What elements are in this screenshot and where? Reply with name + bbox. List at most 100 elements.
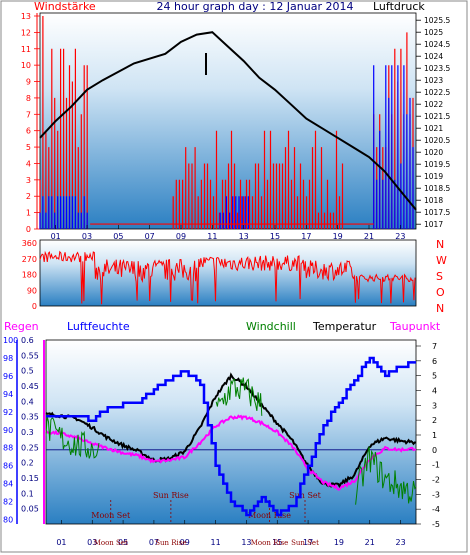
compass-label: S: [436, 270, 443, 283]
event-label: Sun Rise: [155, 539, 186, 547]
wind-bars: [373, 65, 414, 229]
event-label: Moon Set: [91, 511, 131, 520]
x-tick-label: 07: [145, 232, 155, 241]
direction-tick-label: 360: [22, 239, 37, 248]
temperature-tick-label: -5: [432, 520, 440, 529]
temperature-tick-label: 3: [432, 401, 437, 410]
pressure-tick-label: 1017.5: [424, 208, 450, 217]
temperature-tick-label: -4: [432, 505, 440, 514]
x-tick-label: 09: [176, 232, 186, 241]
temperature-tick-label: -2: [432, 476, 440, 485]
humidity-tick-label: 82: [3, 498, 13, 507]
wind-tick-label: 9: [26, 78, 31, 87]
dewpoint-label: Taupunkt: [389, 320, 441, 333]
wind-bars: [39, 16, 88, 229]
wind-tick-label: 1: [26, 209, 31, 218]
humidity-tick-label: 86: [3, 462, 13, 471]
pressure-tick-label: 1017: [424, 220, 443, 229]
temperature-line: [45, 372, 417, 489]
humidity-tick-label: 88: [3, 444, 13, 453]
wind-tick-label: 3: [26, 176, 31, 185]
event-label: Sun Set: [291, 539, 319, 547]
temperature-tick-label: 7: [432, 342, 437, 351]
wind-tick-label: 10: [21, 61, 31, 70]
pressure-tick-label: 1022: [424, 100, 443, 109]
pressure-tick-label: 1018: [424, 196, 443, 205]
x-tick-label: 05: [113, 232, 123, 241]
rain-tick-label: 0.45: [21, 382, 39, 391]
pressure-line: [39, 31, 417, 211]
humidity-tick-label: 90: [3, 426, 13, 435]
windchill-line: [45, 416, 100, 459]
pressure-tick-label: 1019.5: [424, 160, 450, 169]
pressure-label: Luftdruck: [373, 0, 425, 13]
humidity-tick-label: 100: [3, 336, 18, 345]
x-tick-label: 13: [241, 538, 251, 547]
rain-tick-label: 0.4: [21, 397, 34, 406]
humidity-tick-label: 84: [3, 480, 13, 489]
compass-label: N: [436, 302, 444, 315]
event-label: Moon Set: [94, 539, 128, 547]
event-label: Moon Rise: [251, 539, 289, 547]
compass-label: W: [436, 254, 447, 267]
wind-tick-label: 2: [26, 192, 31, 201]
x-tick-label: 05: [118, 538, 128, 547]
pressure-tick-label: 1024.5: [424, 40, 450, 49]
rain-tick-label: 0.25: [21, 443, 39, 452]
wind-tick-label: 13: [21, 12, 31, 21]
wind-tick-label: 11: [21, 45, 31, 54]
pressure-tick-label: 1023: [424, 76, 443, 85]
rain-tick-label: 0.3: [21, 428, 34, 437]
temperature-tick-label: 1: [432, 431, 437, 440]
wind-bars: [172, 147, 202, 229]
pressure-tick-label: 1025: [424, 28, 443, 37]
x-tick-label: 11: [210, 538, 220, 547]
x-tick-label: 01: [51, 232, 61, 241]
direction-tick-label: 270: [22, 255, 37, 264]
temperature-tick-label: -1: [432, 461, 440, 470]
wind-bars: [219, 196, 249, 229]
x-tick-label: 13: [239, 232, 249, 241]
x-tick-label: 23: [395, 538, 405, 547]
event-label: Sun Rise: [153, 491, 189, 500]
direction-tick-label: 0: [32, 302, 37, 311]
wind-tick-label: 5: [26, 143, 31, 152]
windchill-label: Windchill: [246, 320, 296, 333]
humidity-label: Luftfeuchte: [67, 320, 130, 333]
rain-tick-label: 0.5: [21, 367, 34, 376]
wind-tick-label: 6: [26, 127, 31, 136]
x-tick-label: 21: [365, 538, 375, 547]
compass-label: N: [436, 238, 444, 251]
temperature-tick-label: 6: [432, 357, 437, 366]
pressure-tick-label: 1020.5: [424, 136, 450, 145]
x-tick-label: 15: [272, 538, 282, 547]
pressure-tick-label: 1022.5: [424, 88, 450, 97]
rain-tick-label: 0.05: [21, 505, 39, 514]
wind-strength-label: Windstärke: [34, 0, 96, 13]
temperature-tick-label: 5: [432, 372, 437, 381]
rain-tick-label: 0.35: [21, 413, 39, 422]
humidity-tick-label: 80: [3, 516, 13, 525]
temperature-tick-label: 2: [432, 416, 437, 425]
x-tick-label: 17: [303, 538, 313, 547]
direction-tick-label: 180: [22, 271, 37, 280]
event-label: Sun Set: [289, 491, 322, 500]
rain-tick-label: 0.2: [21, 459, 34, 468]
windchill-line: [355, 446, 417, 505]
temperature-tick-label: 4: [432, 387, 437, 396]
x-tick-label: 23: [395, 232, 405, 241]
wind-bars: [39, 196, 88, 229]
x-tick-label: 21: [364, 232, 374, 241]
dewpoint-line: [45, 414, 417, 491]
humidity-tick-label: 96: [3, 372, 13, 381]
chart-title: 24 hour graph day : 12 Januar 2014: [157, 0, 354, 13]
humidity-tick-label: 94: [3, 390, 13, 399]
humidity-tick-label: 98: [3, 354, 13, 363]
pressure-tick-label: 1024: [424, 52, 443, 61]
temperature-tick-label: -3: [432, 490, 440, 499]
wind-tick-label: 7: [26, 110, 31, 119]
x-tick-label: 19: [333, 232, 343, 241]
rain-tick-label: 0.1: [21, 489, 34, 498]
pressure-tick-label: 1020: [424, 148, 443, 157]
